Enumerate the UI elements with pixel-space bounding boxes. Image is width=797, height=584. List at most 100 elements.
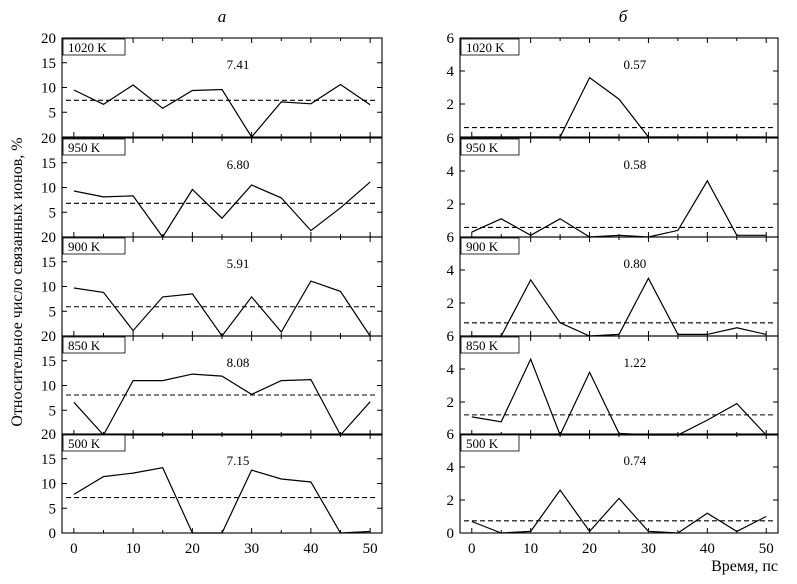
series-line bbox=[73, 467, 371, 534]
y-tick-label: 0 bbox=[49, 526, 57, 542]
y-tick-label: 15 bbox=[41, 354, 56, 370]
x-tick-label: 20 bbox=[582, 541, 597, 557]
x-axis-title: Время, пс bbox=[711, 558, 778, 575]
series-line bbox=[471, 277, 767, 337]
series-line bbox=[73, 373, 371, 437]
mean-value-label: 8.08 bbox=[227, 355, 250, 370]
y-tick-label: 5 bbox=[49, 105, 57, 121]
y-tick-label: 6 bbox=[447, 31, 455, 47]
mean-value-label: 0.58 bbox=[624, 157, 647, 172]
y-tick-label: 15 bbox=[41, 452, 56, 468]
y-tick-label: 4 bbox=[447, 64, 455, 80]
temperature-tag-box bbox=[62, 38, 126, 56]
temperature-label: 1020 K bbox=[466, 40, 505, 55]
temperature-tag-box bbox=[62, 138, 126, 156]
y-tick-label: 5 bbox=[49, 304, 57, 320]
y-tick-label: 20 bbox=[41, 329, 56, 345]
y-tick-label: 10 bbox=[41, 181, 56, 197]
y-tick-label: 0 bbox=[447, 526, 455, 542]
x-tick-label: 50 bbox=[363, 541, 378, 557]
chart-panel-b: б 2 4 6 1020 K 0.57 2 4 6 950 K 0.58 2 4 6 900 K 0.80 2 4… bbox=[447, 7, 779, 557]
y-tick-label: 2 bbox=[447, 493, 455, 509]
y-tick-label: 10 bbox=[41, 477, 56, 493]
temperature-tag-box bbox=[62, 237, 126, 255]
temperature-label: 950 K bbox=[68, 140, 101, 155]
y-tick-label: 5 bbox=[49, 205, 57, 221]
temperature-label: 850 K bbox=[466, 338, 499, 353]
y-tick-label: 4 bbox=[447, 460, 455, 476]
y-tick-label: 10 bbox=[41, 280, 56, 296]
temperature-tag-box bbox=[460, 138, 520, 156]
mean-value-label: 7.15 bbox=[227, 453, 250, 468]
subplot-500k: 0 5 10 15 20 500 K 7.15 bbox=[41, 427, 383, 542]
y-tick-label: 2 bbox=[447, 395, 455, 411]
temperature-tag-box bbox=[460, 38, 520, 56]
series-line bbox=[471, 357, 767, 437]
series-line bbox=[471, 179, 767, 238]
temperature-tag-box bbox=[62, 336, 126, 354]
y-tick-label: 20 bbox=[41, 230, 56, 246]
mean-value-label: 0.57 bbox=[624, 57, 647, 72]
temperature-label: 900 K bbox=[466, 239, 499, 254]
y-tick-label: 15 bbox=[41, 56, 56, 72]
x-tick-label: 40 bbox=[303, 541, 318, 557]
temperature-tag-box bbox=[460, 336, 520, 354]
mean-value-label: 1.22 bbox=[624, 355, 647, 370]
y-tick-label: 4 bbox=[447, 362, 455, 378]
subplot-950k: 5 10 15 20 950 K 6.80 bbox=[41, 131, 383, 239]
y-tick-label: 5 bbox=[49, 403, 57, 419]
mean-value-label: 7.41 bbox=[227, 57, 250, 72]
temperature-tag-box bbox=[62, 434, 126, 452]
temperature-label: 850 K bbox=[68, 338, 101, 353]
series-line bbox=[73, 280, 371, 338]
subplot-1020k: 5 10 15 20 1020 K 7.41 bbox=[41, 31, 383, 139]
subplot-950k: 2 4 6 950 K 0.58 bbox=[447, 131, 779, 238]
panel-letter: а bbox=[218, 7, 227, 26]
x-tick-label: 20 bbox=[185, 541, 200, 557]
x-tick-label: 40 bbox=[700, 541, 715, 557]
temperature-tag-box bbox=[460, 434, 520, 452]
x-tick-label: 30 bbox=[244, 541, 259, 557]
temperature-label: 500 K bbox=[466, 436, 499, 451]
y-tick-label: 20 bbox=[41, 31, 56, 47]
series-line bbox=[73, 181, 371, 239]
x-tick-label: 10 bbox=[523, 541, 538, 557]
y-tick-label: 2 bbox=[447, 97, 455, 113]
panel-letter: б bbox=[619, 7, 628, 26]
y-tick-label: 2 bbox=[447, 197, 455, 213]
x-tick-label: 50 bbox=[759, 541, 774, 557]
temperature-label: 1020 K bbox=[68, 40, 107, 55]
y-tick-label: 10 bbox=[41, 81, 56, 97]
chart-panel-a: а 5 10 15 20 1020 K 7.41 5 10 15 20 950 K 6.80 5 10 15 2… bbox=[41, 7, 383, 557]
temperature-label: 900 K bbox=[68, 239, 101, 254]
series-line bbox=[471, 76, 767, 138]
temperature-tag-box bbox=[460, 237, 520, 255]
x-tick-label: 0 bbox=[70, 541, 78, 557]
mean-value-label: 0.80 bbox=[624, 256, 647, 271]
series-line bbox=[73, 83, 371, 139]
y-tick-label: 5 bbox=[49, 501, 57, 517]
x-tick-label: 10 bbox=[126, 541, 141, 557]
mean-value-label: 0.74 bbox=[624, 453, 647, 468]
subplot-900k: 2 4 6 900 K 0.80 bbox=[447, 230, 779, 337]
y-tick-label: 6 bbox=[447, 230, 455, 246]
y-axis-title: Относительное число связанных ионов, % bbox=[9, 137, 26, 426]
y-tick-label: 4 bbox=[447, 263, 455, 279]
subplot-500k: 0 2 4 6 500 K 0.74 bbox=[447, 427, 779, 542]
mean-value-label: 5.91 bbox=[227, 256, 250, 271]
y-tick-label: 10 bbox=[41, 379, 56, 395]
y-tick-label: 6 bbox=[447, 329, 455, 345]
y-tick-label: 2 bbox=[447, 296, 455, 312]
subplot-850k: 5 10 15 20 850 K 8.08 bbox=[41, 329, 383, 437]
y-tick-label: 6 bbox=[447, 131, 455, 147]
y-tick-label: 20 bbox=[41, 427, 56, 443]
subplot-900k: 5 10 15 20 900 K 5.91 bbox=[41, 230, 383, 338]
x-tick-label: 30 bbox=[641, 541, 656, 557]
y-tick-label: 15 bbox=[41, 156, 56, 172]
mean-value-label: 6.80 bbox=[227, 157, 250, 172]
subplot-1020k: 2 4 6 1020 K 0.57 bbox=[447, 31, 779, 138]
y-tick-label: 20 bbox=[41, 131, 56, 147]
series-line bbox=[471, 489, 767, 534]
y-tick-label: 15 bbox=[41, 255, 56, 271]
